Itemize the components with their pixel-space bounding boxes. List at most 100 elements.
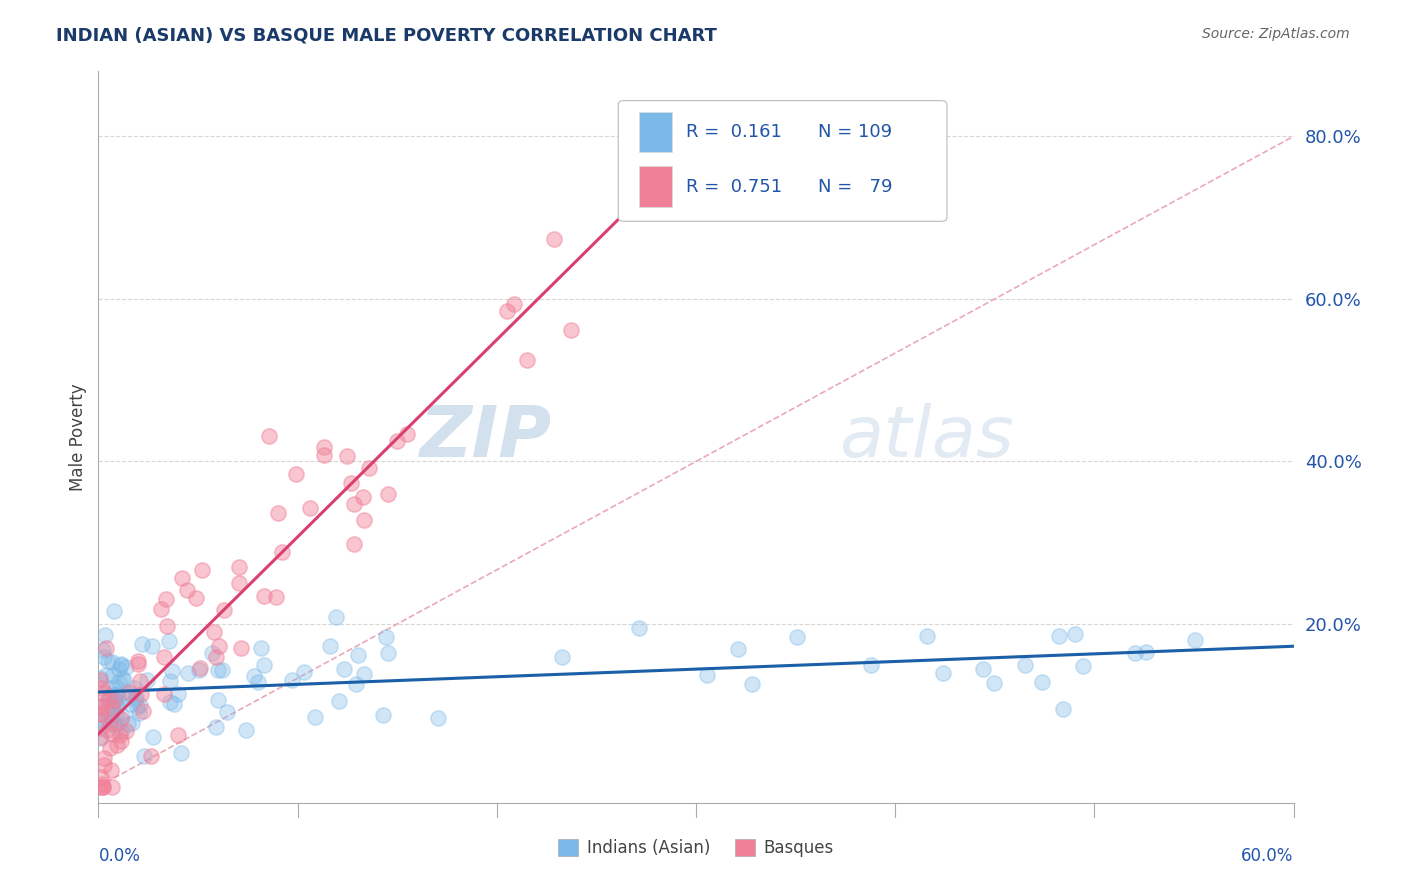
Point [101, 712, 124, 726]
Point [110, 657, 132, 671]
Point [108, 728, 131, 742]
Point [132, 748, 155, 763]
Point [89, 706, 111, 721]
Point [111, 709, 134, 723]
Point [543, 232, 565, 246]
Point [344, 677, 367, 691]
Point [202, 624, 225, 639]
Point [110, 724, 132, 739]
Point [101, 668, 124, 682]
Point [125, 690, 148, 705]
Point [96, 668, 118, 682]
Point [120, 697, 142, 711]
Point [516, 353, 538, 368]
FancyBboxPatch shape [619, 101, 948, 221]
Point [90, 731, 112, 745]
Point [107, 688, 129, 702]
Point [159, 695, 181, 709]
Point [1184, 632, 1206, 647]
Point [128, 698, 150, 713]
Point [304, 710, 326, 724]
Point [153, 687, 176, 701]
Point [90, 771, 112, 785]
Point [103, 692, 125, 706]
Point [128, 706, 150, 720]
Point [110, 671, 132, 685]
Point [214, 603, 236, 617]
Point [91, 780, 114, 794]
Point [208, 639, 231, 653]
Point [167, 687, 190, 701]
Point [312, 441, 335, 455]
Point [89, 780, 111, 794]
Point [253, 589, 276, 603]
Point [100, 709, 122, 723]
Point [972, 662, 994, 676]
Point [163, 697, 186, 711]
Text: atlas: atlas [839, 402, 1014, 472]
Point [91, 681, 114, 695]
Point [90, 776, 112, 790]
Point [93, 649, 115, 664]
Point [100, 763, 122, 777]
FancyBboxPatch shape [638, 112, 672, 152]
Point [97, 681, 120, 695]
Point [228, 575, 250, 590]
Point [201, 646, 224, 660]
Point [786, 630, 808, 644]
Point [104, 694, 127, 708]
Point [91, 780, 114, 794]
Point [280, 673, 302, 687]
Point [207, 663, 229, 677]
Point [211, 663, 233, 677]
Point [155, 592, 177, 607]
Point [89, 671, 111, 685]
Point [741, 677, 763, 691]
Point [249, 640, 271, 655]
Point [860, 657, 883, 672]
Point [176, 583, 198, 598]
Point [91, 698, 114, 713]
Point [97, 653, 120, 667]
Point [142, 730, 165, 744]
Point [93, 750, 115, 764]
Point [94, 704, 117, 718]
Point [110, 734, 132, 748]
Point [627, 621, 650, 635]
Point [228, 560, 250, 574]
Point [1047, 629, 1070, 643]
Point [170, 571, 193, 585]
Point [127, 654, 149, 668]
Point [105, 697, 128, 711]
Point [107, 674, 129, 689]
Point [139, 748, 162, 763]
Text: N =   79: N = 79 [818, 178, 893, 195]
Point [333, 662, 356, 676]
Point [89, 673, 111, 687]
Point [983, 675, 1005, 690]
Point [243, 669, 266, 683]
Text: R =  0.751: R = 0.751 [686, 178, 783, 195]
Text: 0.0%: 0.0% [98, 847, 141, 864]
Point [105, 708, 128, 723]
Point [177, 665, 200, 680]
Point [115, 659, 138, 673]
Point [93, 757, 115, 772]
Point [110, 712, 132, 726]
Text: ZIP: ZIP [420, 402, 553, 472]
Point [1063, 627, 1085, 641]
Point [108, 695, 131, 709]
Point [204, 649, 226, 664]
Point [231, 640, 253, 655]
Legend: Indians (Asian), Basques: Indians (Asian), Basques [551, 832, 841, 864]
Point [319, 639, 342, 653]
Point [377, 487, 399, 501]
Point [103, 718, 125, 732]
Point [353, 666, 375, 681]
Point [114, 723, 136, 738]
Point [156, 619, 179, 633]
Point [131, 686, 153, 700]
Point [131, 637, 153, 651]
Point [89, 700, 111, 714]
FancyBboxPatch shape [638, 167, 672, 207]
